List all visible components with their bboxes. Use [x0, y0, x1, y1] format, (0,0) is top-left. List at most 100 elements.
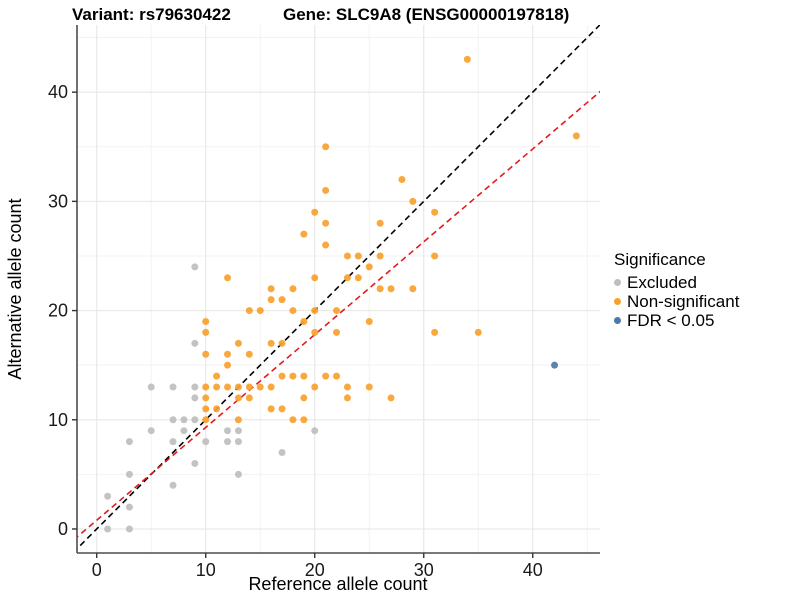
data-point — [322, 372, 330, 380]
data-point — [224, 350, 232, 358]
data-point — [267, 296, 275, 304]
data-point — [333, 307, 341, 315]
data-point — [289, 307, 297, 315]
data-point — [300, 394, 308, 402]
data-point — [311, 328, 319, 336]
data-point — [267, 285, 275, 293]
data-point — [202, 350, 210, 358]
data-point — [104, 525, 112, 533]
data-point — [202, 394, 210, 402]
data-point — [224, 383, 232, 391]
y-tick-label: 20 — [48, 301, 68, 321]
y-axis-label: Alternative allele count — [5, 198, 25, 380]
data-point — [234, 383, 242, 391]
data-point — [202, 438, 210, 446]
data-point — [322, 219, 330, 227]
data-point — [431, 208, 439, 216]
data-point — [300, 230, 308, 238]
data-point — [365, 317, 373, 325]
data-point — [245, 383, 253, 391]
data-point — [180, 427, 188, 435]
data-point — [376, 252, 384, 260]
data-point — [278, 339, 286, 347]
data-point — [311, 274, 319, 282]
data-point — [104, 492, 112, 500]
data-point — [354, 252, 362, 260]
data-point — [245, 350, 253, 358]
data-point — [289, 416, 297, 424]
y-tick-label: 30 — [48, 191, 68, 211]
data-point — [365, 383, 373, 391]
data-point — [409, 285, 417, 293]
data-point — [234, 339, 242, 347]
data-point — [169, 383, 177, 391]
data-point — [202, 405, 210, 413]
y-tick-label: 10 — [48, 410, 68, 430]
data-point — [278, 296, 286, 304]
data-point — [245, 394, 253, 402]
y-tick-label: 40 — [48, 82, 68, 102]
data-point — [147, 383, 155, 391]
data-point — [256, 383, 264, 391]
data-point — [311, 383, 319, 391]
data-point — [431, 328, 439, 336]
data-point — [398, 176, 406, 184]
data-point — [169, 416, 177, 424]
data-point — [278, 449, 286, 457]
legend-label-non-significant: Non-significant — [627, 291, 740, 311]
data-point — [234, 438, 242, 446]
legend-item-non-significant: Non-significant — [614, 292, 739, 311]
plot-title-gene: Gene: SLC9A8 (ENSG00000197818) — [283, 5, 570, 24]
data-point — [289, 285, 297, 293]
data-point — [224, 361, 232, 369]
data-point — [267, 383, 275, 391]
legend-item-fdr: FDR < 0.05 — [614, 311, 739, 330]
data-point — [224, 274, 232, 282]
data-point — [202, 383, 210, 391]
data-point — [125, 438, 133, 446]
data-point — [376, 219, 384, 227]
data-point — [300, 317, 308, 325]
data-point — [343, 274, 351, 282]
data-point — [256, 307, 264, 315]
data-point — [474, 328, 482, 336]
data-point — [343, 394, 351, 402]
legend-dot-non-significant — [614, 298, 621, 305]
data-point — [245, 307, 253, 315]
data-point — [234, 427, 242, 435]
data-point — [202, 416, 210, 424]
data-point — [202, 328, 210, 336]
data-point — [365, 263, 373, 271]
data-point — [125, 470, 133, 478]
data-point — [224, 438, 232, 446]
data-point — [202, 317, 210, 325]
legend-dot-fdr — [614, 317, 621, 324]
fit-line — [77, 90, 600, 539]
data-point — [278, 405, 286, 413]
data-point — [311, 208, 319, 216]
data-point — [267, 339, 275, 347]
legend-title: Significance — [614, 250, 706, 269]
data-point — [125, 503, 133, 511]
data-point — [311, 427, 319, 435]
data-point — [213, 383, 221, 391]
x-tick-label: 30 — [414, 560, 434, 580]
x-tick-label: 40 — [523, 560, 543, 580]
data-point — [267, 405, 275, 413]
data-point — [387, 285, 395, 293]
data-point — [572, 132, 580, 140]
identity-line — [77, 25, 600, 550]
x-tick-label: 10 — [196, 560, 216, 580]
data-point — [191, 339, 199, 347]
data-point — [343, 383, 351, 391]
y-tick-label: 0 — [58, 519, 68, 539]
data-point — [354, 274, 362, 282]
x-tick-label: 20 — [305, 560, 325, 580]
data-point — [234, 470, 242, 478]
data-point — [322, 143, 330, 151]
data-point — [191, 416, 199, 424]
data-point — [191, 459, 199, 467]
legend-label-fdr: FDR < 0.05 — [627, 310, 715, 330]
data-point — [300, 416, 308, 424]
